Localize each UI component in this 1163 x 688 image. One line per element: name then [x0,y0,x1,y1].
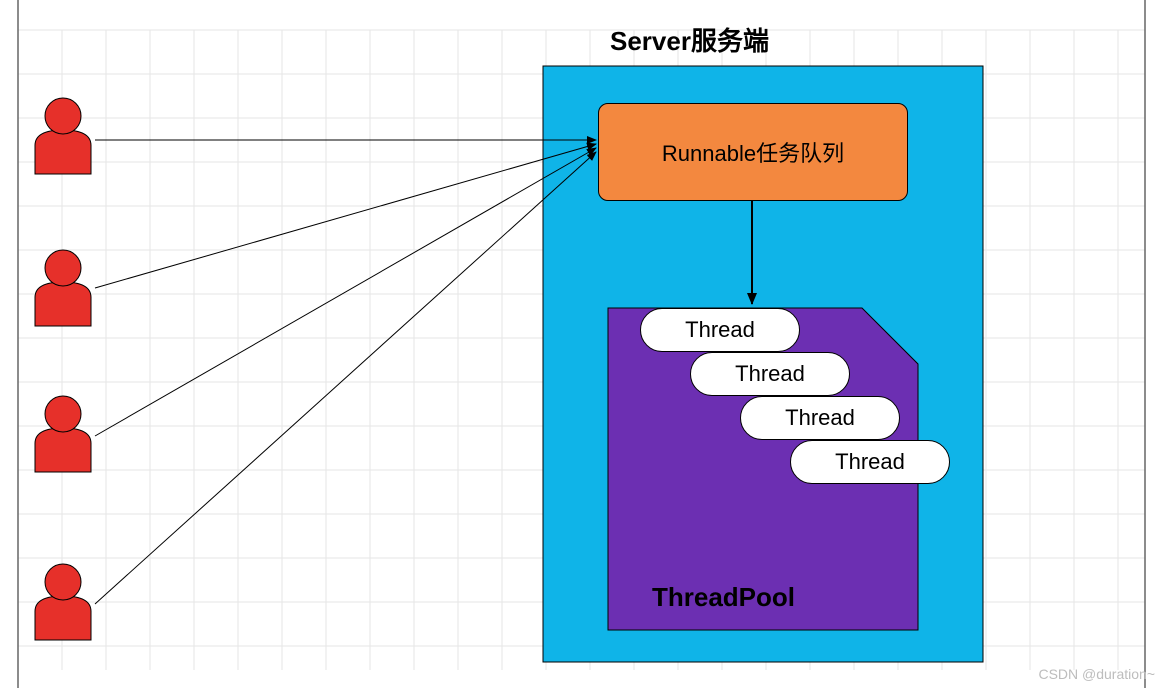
threadpool-label-text: ThreadPool [652,582,795,613]
thread-pill: Thread [640,308,800,352]
thread-label: Thread [735,361,805,387]
runnable-queue-box: Runnable任务队列 [598,103,908,201]
svg-layer [0,0,1163,688]
attribution-text: CSDN @duration~ [1038,666,1155,682]
thread-label: Thread [685,317,755,343]
thread-pill: Thread [790,440,950,484]
threadpool-label: ThreadPool [652,582,852,612]
thread-pill: Thread [690,352,850,396]
diagram-canvas: Server服务端 Runnable任务队列 ThreadPool Thread… [0,0,1163,688]
server-title-text: Server服务端 [610,21,769,58]
thread-label: Thread [785,405,855,431]
runnable-queue-label: Runnable任务队列 [662,136,844,168]
thread-label: Thread [835,449,905,475]
thread-pill: Thread [740,396,900,440]
server-title: Server服务端 [610,22,870,56]
attribution: CSDN @duration~ [1038,666,1155,682]
